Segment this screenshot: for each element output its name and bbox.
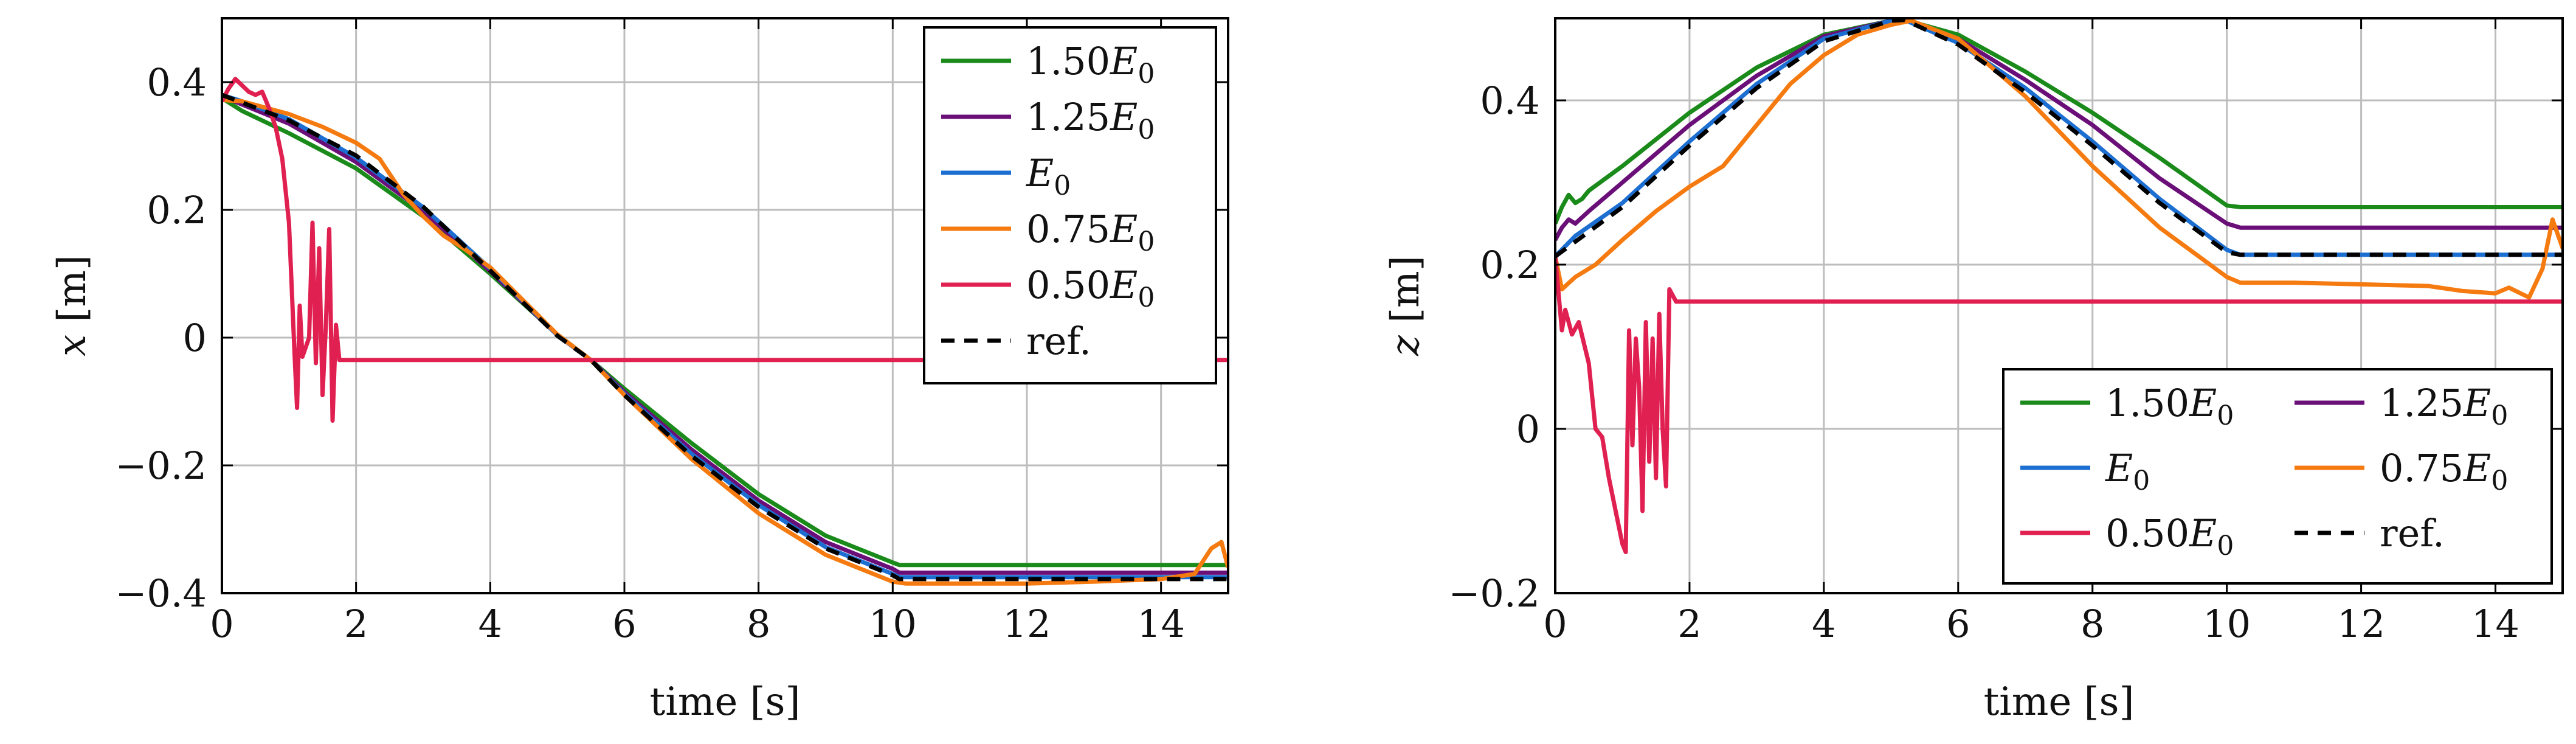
legend-label: 0.75E0	[1026, 207, 1155, 257]
x-tick-label: 6	[612, 602, 636, 646]
x-tick-label: 12	[2337, 602, 2385, 646]
legend-box	[923, 26, 1217, 384]
y-tick-label: 0	[1516, 407, 1540, 451]
legend-label: 0.75E0	[2380, 446, 2508, 496]
series-line-e0	[1555, 18, 2563, 258]
y-tick-label: −0.2	[115, 443, 207, 488]
legend-label: 0.50E0	[2105, 511, 2234, 561]
legend-label: E0	[1026, 151, 1071, 201]
legend: 1.50E0 1.25E0 E0 0.75E0 0.50E0 ref.	[2002, 368, 2553, 585]
legend-label: 0.50E0	[1026, 263, 1155, 313]
chart-x: 0 2 4 6 8 10 12 14 −0.4 −0.2 0 0.2 0.4 time [s] x [m] 1…	[50, 17, 1229, 725]
x-tick-label: 12	[1003, 602, 1051, 646]
series-line-ref-	[1555, 18, 2563, 259]
legend: 1.50E0 1.25E0 E0 0.75E0 0.50E0 ref.	[923, 26, 1217, 384]
x-tick-label: 10	[2203, 602, 2251, 646]
legend-label: 1.50E0	[2105, 381, 2234, 431]
x-tick-label: 2	[344, 602, 368, 646]
plot-frame	[1554, 17, 2564, 594]
y-tick-label: 0	[183, 316, 207, 360]
x-tick-label: 0	[1543, 602, 1567, 646]
legend-label: ref.	[1026, 319, 1091, 363]
x-tick-label: 0	[210, 602, 233, 646]
series-line-1-50e0	[1555, 18, 2563, 224]
x-tick-label: 6	[1946, 602, 1970, 646]
y-tick-label: 0.4	[147, 60, 207, 105]
plot-frame	[221, 17, 1229, 594]
y-tick-label: 0.4	[1480, 78, 1540, 123]
legend-label: E0	[2105, 446, 2150, 496]
series-line-0-75e0	[222, 97, 1228, 586]
x-tick-label: 10	[869, 602, 917, 646]
x-tick-label: 8	[2080, 602, 2104, 646]
x-tick-label: 4	[478, 602, 502, 646]
x-axis-label: time [s]	[650, 680, 801, 725]
x-tick-label: 2	[1677, 602, 1701, 646]
legend-label: 1.25E0	[2380, 381, 2508, 431]
series-line-0-50e0	[222, 77, 1228, 423]
y-tick-label: 0.2	[1480, 243, 1540, 287]
x-tick-label: 14	[2471, 602, 2519, 646]
x-tick-label: 8	[747, 602, 770, 646]
y-tick-label: −0.4	[115, 571, 207, 616]
x-tick-label: 4	[1812, 602, 1835, 646]
series-line-0-75e0	[1555, 18, 2563, 300]
y-tick-label: −0.2	[1448, 571, 1540, 616]
legend-box	[2002, 368, 2553, 585]
legend-label: 1.50E0	[1026, 39, 1155, 89]
legend-label: ref.	[2380, 511, 2445, 555]
y-axis-label: x [m]	[50, 255, 95, 356]
y-axis-label: z [m]	[1383, 256, 1428, 356]
y-tick-label: 0.2	[147, 188, 207, 232]
series-line-0-50e0	[1555, 256, 2563, 554]
series-line-ref-	[222, 92, 1228, 582]
x-axis-label: time [s]	[1984, 680, 2135, 725]
x-tick-label: 14	[1137, 602, 1185, 646]
legend-label: 1.25E0	[1026, 95, 1155, 145]
